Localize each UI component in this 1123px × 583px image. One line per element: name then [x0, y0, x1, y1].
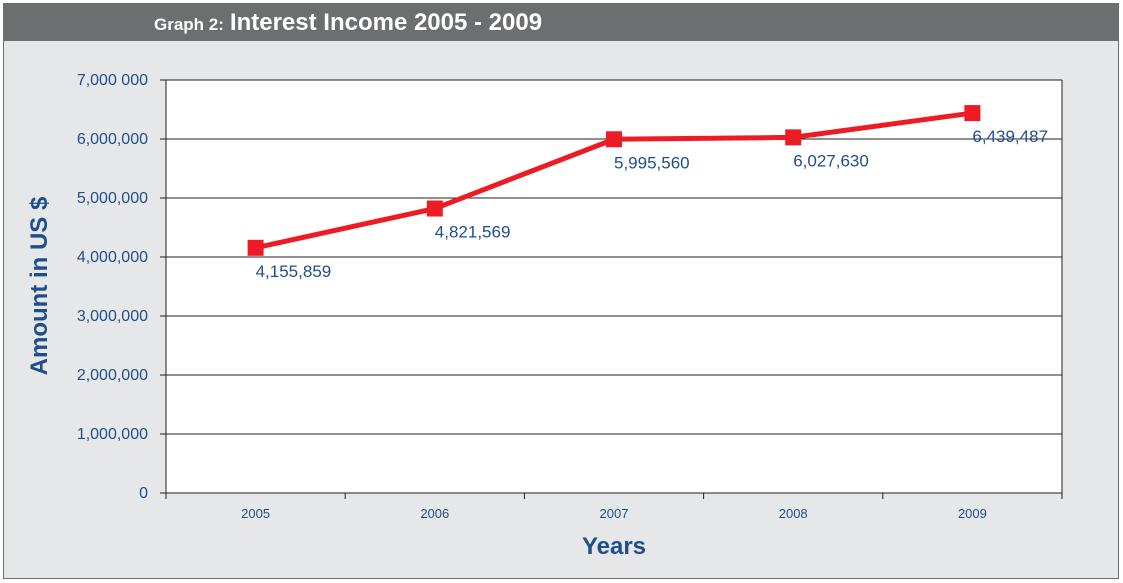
- y-tick-label: 5,000,000: [77, 190, 148, 207]
- y-tick-label: 1,000,000: [77, 426, 148, 443]
- y-axis-title: Amount in US $: [26, 196, 53, 375]
- x-tick-label: 2006: [420, 506, 449, 521]
- data-point-marker: [785, 129, 802, 146]
- graph-number: Graph 2:: [154, 15, 224, 34]
- x-tick-label: 2005: [241, 506, 270, 521]
- axes: [165, 79, 1063, 494]
- x-axis-ticks: 2005 2006 2007 2008 2009: [165, 493, 1063, 521]
- data-point-marker: [964, 105, 981, 122]
- y-tick-label: 6,000,000: [77, 131, 148, 148]
- chart-title-text: Interest Income 2005 - 2009: [229, 9, 543, 36]
- x-tick-label: 2008: [779, 506, 808, 521]
- y-axis-ticks: 0 1,000,000 2,000,000 3,000,000 4,000,000 5,0…: [77, 72, 166, 502]
- x-axis-title: Years: [582, 533, 646, 560]
- data-label: 6,439,487: [972, 127, 1048, 146]
- x-tick-label: 2007: [600, 506, 629, 521]
- plot-area: [166, 80, 1062, 493]
- data-point-marker: [426, 200, 443, 217]
- title-bar: Graph 2: Interest Income 2005 - 2009: [4, 4, 1118, 41]
- data-label: 4,155,859: [256, 262, 332, 281]
- data-labels: 4,155,859 4,821,569 5,995,560 6,027,630 6,43…: [256, 127, 1048, 281]
- x-tick-label: 2009: [958, 506, 987, 521]
- data-point-marker: [247, 239, 264, 256]
- y-tick-label: 0: [139, 485, 148, 502]
- data-label: 6,027,630: [793, 151, 869, 170]
- chart-title: Graph 2: Interest Income 2005 - 2009: [154, 9, 542, 37]
- data-label: 4,821,569: [435, 223, 511, 242]
- series-interest-income: [247, 105, 981, 256]
- y-tick-label: 4,000,000: [77, 249, 148, 266]
- data-point-marker: [606, 131, 622, 148]
- data-label: 5,995,560: [614, 153, 690, 172]
- y-tick-label: 7,000 000: [77, 72, 148, 89]
- y-tick-label: 3,000,000: [77, 308, 148, 325]
- y-tick-label: 2,000,000: [77, 367, 148, 384]
